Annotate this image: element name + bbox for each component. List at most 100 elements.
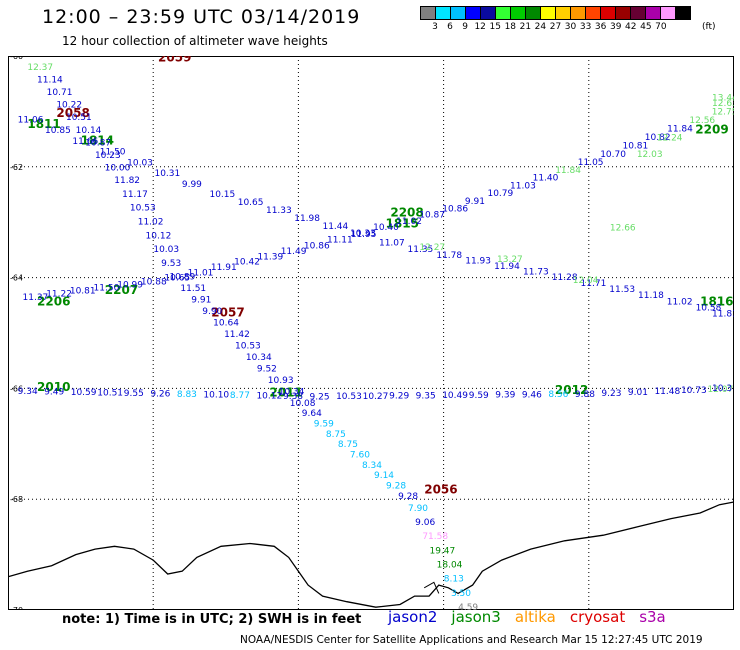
color-scale-label: 24 <box>534 22 547 32</box>
swh-value: 9.91 <box>191 295 211 305</box>
swh-value: 9.59 <box>469 391 489 401</box>
color-scale-swatch <box>615 6 631 20</box>
swh-value: 11.02 <box>667 297 693 307</box>
color-scale-swatch <box>660 6 676 20</box>
track-label-2059: 2059 <box>158 56 191 65</box>
swh-value: 12.27 <box>419 243 445 253</box>
swh-value: 10.85 <box>45 126 71 136</box>
swh-value: 71.58 <box>422 532 448 542</box>
color-scale-label: 21 <box>519 22 532 32</box>
swh-value: 11.01 <box>188 268 214 278</box>
swh-value: 13.44 <box>712 93 734 103</box>
swh-value: 9.35 <box>416 391 436 401</box>
color-scale-swatch <box>450 6 466 20</box>
swh-value: 13.27 <box>497 255 523 265</box>
swh-value: 8.77 <box>230 391 250 401</box>
swh-value: 7.90 <box>408 504 428 514</box>
swh-value: 11.22 <box>46 290 72 300</box>
swh-value: 9.49 <box>44 387 64 397</box>
wave-height-map[interactable]: 303336394245-60-62-64-66-68-702059205818… <box>8 56 734 610</box>
swh-value: 10.58 <box>696 303 722 313</box>
swh-value: 9.90 <box>202 307 222 317</box>
color-scale-swatch <box>435 6 451 20</box>
swh-value: 9.23 <box>601 389 621 399</box>
swh-value: 12.56 <box>689 116 715 126</box>
track-label-2058: 2058 <box>56 106 89 120</box>
swh-value: 3.50 <box>451 589 471 599</box>
swh-value: 11.82 <box>114 176 140 186</box>
color-scale-swatch <box>630 6 646 20</box>
swh-value: 10.34 <box>246 353 272 363</box>
lat-tick-label: -70 <box>10 606 23 610</box>
color-scale-label: 70 <box>655 22 667 32</box>
legend-item-cryosat: cryosat <box>569 608 626 626</box>
swh-value: 10.99 <box>117 281 143 291</box>
swh-value: 12.24 <box>657 134 683 144</box>
swh-value: 11.02 <box>138 218 164 228</box>
swh-value: 11.91 <box>211 263 237 273</box>
swh-value: 10.79 <box>487 189 513 199</box>
color-scale-labels: 3 6 9 12 15 18 21 24 27 30 33 36 39 42 45 70 (ft) <box>420 22 740 34</box>
color-scale-swatch <box>645 6 661 20</box>
swh-value: 19.47 <box>429 546 455 556</box>
swh-value: 10.51 <box>97 389 123 399</box>
swh-value: 9.91 <box>465 197 485 207</box>
color-scale-label: 39 <box>609 22 622 32</box>
swh-value: 9.14 <box>374 471 394 481</box>
swh-value: 10.33 <box>350 229 376 239</box>
swh-value: 10.15 <box>209 190 235 200</box>
note-text: note: 1) Time is in UTC; 2) SWH is in fe… <box>62 612 362 627</box>
swh-value: 9.06 <box>415 518 435 528</box>
swh-value: 11.39 <box>257 252 283 262</box>
swh-value: 12.07 <box>707 385 733 395</box>
swh-value: 10.00 <box>105 164 131 174</box>
swh-value: 11.05 <box>578 158 604 168</box>
color-scale-swatch <box>480 6 496 20</box>
color-scale-label: 45 <box>640 22 652 32</box>
track-label-2010: 2010 <box>37 380 70 394</box>
swh-value: 11.44 <box>322 222 348 232</box>
swh-value: 9.59 <box>314 420 334 430</box>
swh-value: 10.12 <box>146 231 172 241</box>
swh-value: 10.27 <box>363 392 389 402</box>
swh-value: 8.34 <box>362 461 382 471</box>
color-scale-label: 9 <box>462 22 468 32</box>
color-scale-swatch <box>675 6 691 20</box>
swh-value: 8.75 <box>326 430 346 440</box>
swh-value: 11.94 <box>494 262 520 272</box>
swh-value: 12.04 <box>573 276 599 286</box>
color-scale-swatch <box>420 6 436 20</box>
swh-value: 8.75 <box>338 440 358 450</box>
swh-value: 8.83 <box>177 390 197 400</box>
swh-value: 11.98 <box>294 214 320 224</box>
swh-value: 9.88 <box>575 390 595 400</box>
color-scale-label: 36 <box>594 22 607 32</box>
swh-value: 11.33 <box>266 206 292 216</box>
lat-tick-label: -62 <box>10 163 23 172</box>
swh-value: 18.04 <box>437 561 463 571</box>
swh-value: 11.03 <box>510 181 536 191</box>
swh-value: 11.07 <box>379 238 405 248</box>
swh-value: 10.65 <box>238 198 264 208</box>
swh-value: 9.29 <box>389 392 409 402</box>
coast-inlet <box>423 581 440 594</box>
swh-value: 11.11 <box>327 235 353 245</box>
legend-item-s3a: s3a <box>639 608 666 626</box>
swh-value: 9.34 <box>18 387 38 397</box>
swh-value: 10.34 <box>279 387 305 397</box>
swh-value: 11.40 <box>533 174 559 184</box>
lat-tick-label: -68 <box>10 495 23 504</box>
page-title: 12:00 – 23:59 UTC 03/14/2019 <box>42 6 361 28</box>
swh-value: 10.71 <box>47 88 73 98</box>
swh-value: 9.01 <box>628 388 648 398</box>
track-label-2209: 2209 <box>695 123 728 137</box>
swh-value: 10.53 <box>130 204 156 214</box>
track-label-2056: 2056 <box>424 483 457 497</box>
color-scale-boxes <box>420 6 691 20</box>
swh-value: 10.53 <box>235 341 261 351</box>
swh-value: 8.56 <box>548 390 568 400</box>
swh-value: 11.81 <box>712 309 734 319</box>
swh-value: 11.06 <box>18 115 44 125</box>
footer-credit: NOAA/NESDIS Center for Satellite Applica… <box>240 634 703 646</box>
track-label-1811: 1811 <box>27 117 60 131</box>
